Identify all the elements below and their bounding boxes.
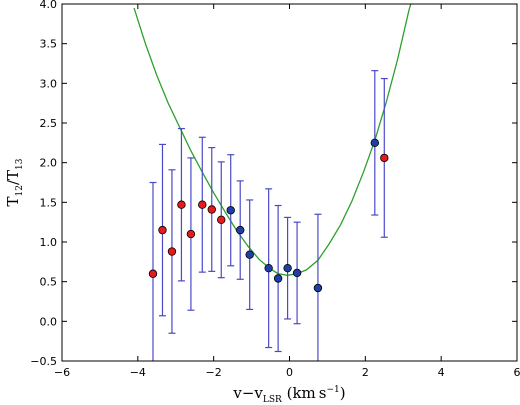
- x-axis-label-unit-sup: −1: [326, 385, 339, 395]
- data-point-red-8: [380, 153, 389, 163]
- data-point-blue-5: [283, 263, 292, 273]
- x-tick-label-5: 4: [438, 366, 445, 379]
- x-tick-label-3: 0: [286, 366, 293, 379]
- y-tick-label-5: 2.0: [40, 157, 58, 170]
- y-tick-label-9: 4.0: [40, 0, 58, 11]
- data-point-red-0: [148, 269, 158, 278]
- data-point-red-4: [186, 229, 196, 239]
- y-tick-label-6: 2.5: [40, 117, 58, 130]
- y-axis-label: T12/T13: [4, 158, 25, 206]
- data-point-red-2: [167, 247, 177, 256]
- x-axis-label-unit: (km s: [282, 384, 327, 402]
- x-tick-label-0: −6: [54, 366, 70, 379]
- y-tick-label-3: 1.0: [40, 236, 58, 249]
- data-point-blue-7: [313, 283, 323, 293]
- data-point-red-5: [198, 200, 207, 209]
- chart-marks: [133, 4, 412, 361]
- y-tick-label-4: 1.5: [40, 196, 58, 209]
- x-axis-label-unit-close: ): [340, 384, 346, 402]
- data-point-red-6: [207, 205, 216, 214]
- data-point-red-3: [177, 200, 186, 209]
- y-tick-label-2: 0.5: [40, 276, 58, 289]
- data-point-red-7: [217, 215, 226, 224]
- x-axis-label: v−vLSR (km s−1): [232, 384, 345, 405]
- data-point-blue-0: [226, 206, 235, 215]
- axis-ticks: −6 −4 −2 0 2 4 6 −0.5 0.0 0.5 1.0 1.5 2.0 2.5 3.0 3.5 4.…: [30, 0, 520, 379]
- data-point-red-1: [158, 225, 167, 235]
- plot-area: [133, 4, 412, 361]
- y-tick-label-7: 3.0: [40, 77, 58, 90]
- x-tick-label-2: −2: [206, 366, 222, 379]
- data-point-blue-6: [292, 268, 302, 278]
- data-point-blue-8: [370, 138, 380, 148]
- data-point-blue-1: [236, 225, 245, 235]
- x-tick-label-6: 6: [514, 366, 520, 379]
- data-point-blue-4: [273, 274, 283, 283]
- y-tick-label-0: −0.5: [30, 355, 57, 368]
- x-axis-label-sub: LSR: [263, 395, 282, 405]
- y-tick-label-8: 3.5: [40, 38, 58, 51]
- y-axis-label-sub2: 13: [15, 158, 25, 170]
- y-axis-label-base: T: [4, 196, 22, 206]
- x-tick-label-4: 2: [362, 366, 369, 379]
- y-tick-label-1: 0.0: [40, 315, 58, 328]
- x-axis-label-base: v−v: [232, 384, 263, 402]
- fit-curve-line: [133, 4, 412, 276]
- y-axis-label-slash: /T: [4, 170, 22, 185]
- data-point-blue-2: [245, 250, 254, 259]
- data-point-blue-3: [264, 263, 273, 273]
- y-axis-label-sub1: 12: [15, 185, 25, 196]
- plot-frame: [61, 3, 518, 362]
- x-tick-label-1: −4: [130, 366, 146, 379]
